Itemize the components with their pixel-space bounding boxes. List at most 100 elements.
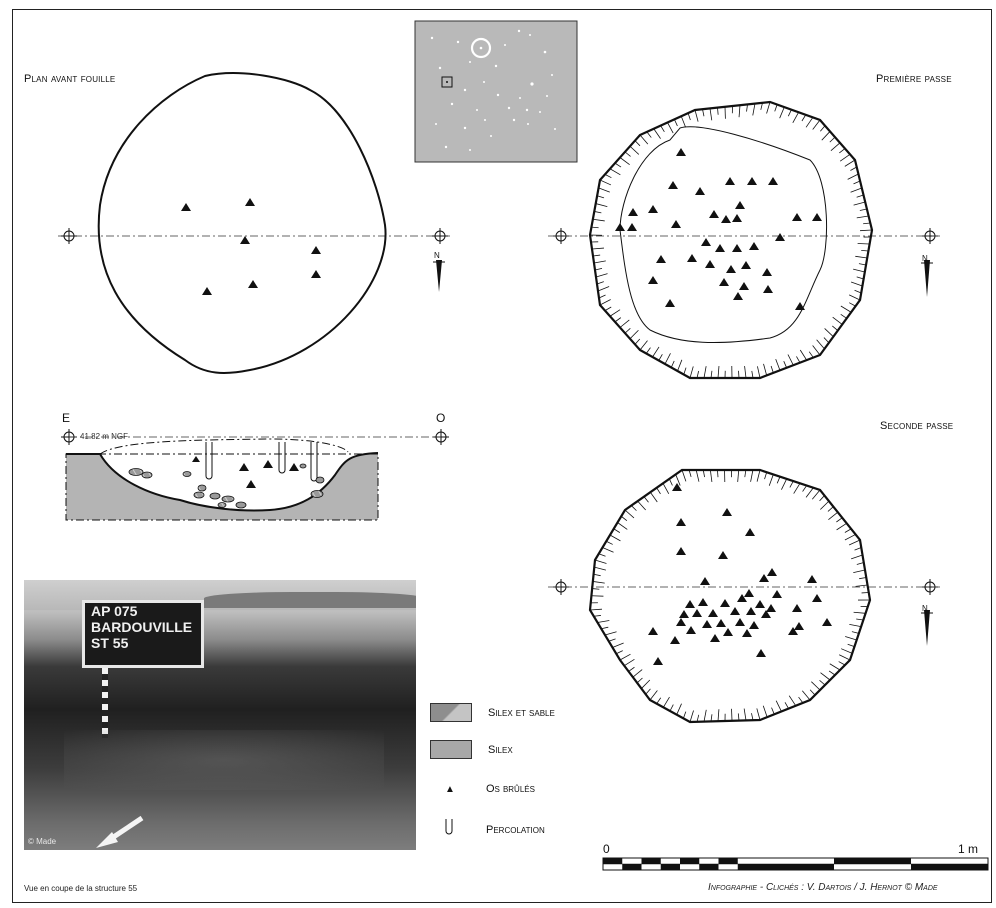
slope-tick bbox=[639, 340, 648, 351]
slope-tick bbox=[850, 281, 863, 287]
plan-avant-fouille-label: Plan avant fouille bbox=[24, 73, 116, 85]
slope-tick bbox=[629, 329, 639, 340]
slope-tick bbox=[808, 351, 814, 358]
scale-segment bbox=[737, 864, 757, 870]
slope-tick bbox=[851, 631, 859, 634]
slope-tick bbox=[757, 366, 761, 379]
slope-tick bbox=[592, 218, 605, 222]
slope-tick bbox=[601, 626, 609, 630]
slope-tick bbox=[856, 276, 864, 280]
seconde-passe-label: Seconde passe bbox=[880, 420, 954, 432]
slope-tick bbox=[595, 203, 608, 207]
slope-tick bbox=[632, 669, 643, 678]
slope-tick bbox=[593, 615, 601, 617]
slope-tick bbox=[829, 663, 841, 671]
slope-tick bbox=[629, 145, 640, 155]
slope-tick bbox=[770, 365, 774, 374]
legend-os-brules: ▲ Os brûlés bbox=[430, 783, 535, 795]
elevation-label: 41.82 m NGF bbox=[80, 432, 129, 441]
scale-segment bbox=[603, 858, 623, 864]
slope-tick bbox=[613, 528, 621, 533]
slope-tick bbox=[614, 162, 622, 168]
scale-start-label: 0 bbox=[603, 842, 610, 856]
slope-tick bbox=[856, 194, 864, 198]
slope-tick bbox=[664, 353, 671, 365]
slope-tick bbox=[703, 709, 707, 722]
slope-tick bbox=[682, 711, 687, 719]
scale-segment bbox=[660, 864, 680, 870]
slope-tick bbox=[597, 286, 610, 292]
slope-tick bbox=[597, 195, 605, 199]
slope-tick bbox=[646, 131, 652, 138]
slope-tick bbox=[787, 109, 792, 117]
slope-tick bbox=[652, 346, 660, 358]
slope-tick bbox=[764, 472, 768, 480]
slope-tick bbox=[844, 159, 856, 167]
slope-tick bbox=[636, 677, 643, 684]
slope-tick bbox=[643, 496, 649, 503]
slope-tick bbox=[619, 653, 631, 661]
north-arrows bbox=[433, 260, 933, 646]
slope-tick bbox=[695, 469, 700, 482]
slope-tick bbox=[598, 187, 610, 193]
location-circle-icon bbox=[470, 37, 492, 59]
slope-tick bbox=[859, 229, 873, 232]
slope-tick bbox=[854, 289, 862, 294]
slope-tick bbox=[853, 569, 866, 574]
sign-line: ST 55 bbox=[91, 635, 129, 651]
sign-line: AP 075 bbox=[91, 603, 138, 619]
scale-segment bbox=[834, 858, 911, 864]
slope-tick bbox=[619, 157, 630, 165]
triangle-icon: ▲ bbox=[445, 783, 455, 795]
slope-tick bbox=[598, 294, 606, 299]
slope-tick bbox=[828, 511, 839, 521]
slope-tick bbox=[594, 559, 607, 564]
slope-tick bbox=[829, 136, 836, 143]
slope-tick bbox=[641, 679, 651, 689]
os-brules-points bbox=[615, 148, 822, 310]
slope-tick bbox=[710, 370, 713, 379]
slope-tick bbox=[637, 500, 646, 511]
plan-avant-fouille bbox=[58, 72, 450, 374]
north-arrow-icon bbox=[921, 610, 933, 646]
slope-tick bbox=[649, 690, 658, 701]
slope-tick bbox=[856, 562, 864, 565]
slope-tick bbox=[599, 299, 611, 306]
slope-tick bbox=[694, 109, 699, 122]
slope-tick bbox=[593, 573, 601, 577]
legend-percolation: Percolation bbox=[430, 818, 545, 841]
scale-segment bbox=[718, 858, 738, 864]
slope-tick bbox=[823, 337, 830, 344]
slope-tick bbox=[639, 134, 649, 145]
slope-tick bbox=[830, 142, 841, 152]
slope-tick bbox=[832, 316, 843, 325]
slope-tick bbox=[838, 661, 846, 666]
slope-tick bbox=[851, 554, 863, 560]
slope-tick bbox=[656, 487, 661, 495]
scale-segment bbox=[699, 864, 719, 870]
figure-frame bbox=[12, 9, 992, 903]
slope-tick bbox=[598, 553, 606, 557]
north-arrow-icon bbox=[433, 260, 445, 292]
slope-tick bbox=[763, 363, 768, 376]
excavation-photo: AP 075 BARDOUVILLE ST 55 © Made bbox=[24, 580, 416, 850]
slope-tick bbox=[796, 356, 801, 363]
slope-tick bbox=[660, 125, 665, 132]
slope-tick bbox=[859, 208, 867, 211]
slope-tick bbox=[789, 480, 794, 488]
os-brules-points bbox=[648, 483, 832, 665]
slope-tick bbox=[839, 654, 851, 661]
scale-segment bbox=[911, 864, 988, 870]
slope-tick bbox=[771, 707, 775, 715]
slope-tick bbox=[743, 708, 747, 721]
arrow-icon bbox=[96, 815, 144, 848]
scale-segment bbox=[757, 864, 834, 870]
slope-tick bbox=[634, 140, 641, 147]
slope-tick bbox=[662, 483, 670, 495]
slope-tick bbox=[756, 708, 761, 721]
slope-tick bbox=[589, 608, 603, 611]
slope-tick bbox=[604, 174, 612, 179]
slope-tick bbox=[645, 347, 651, 354]
legend-silex: Silex bbox=[430, 740, 513, 759]
slope-tick bbox=[844, 534, 856, 541]
